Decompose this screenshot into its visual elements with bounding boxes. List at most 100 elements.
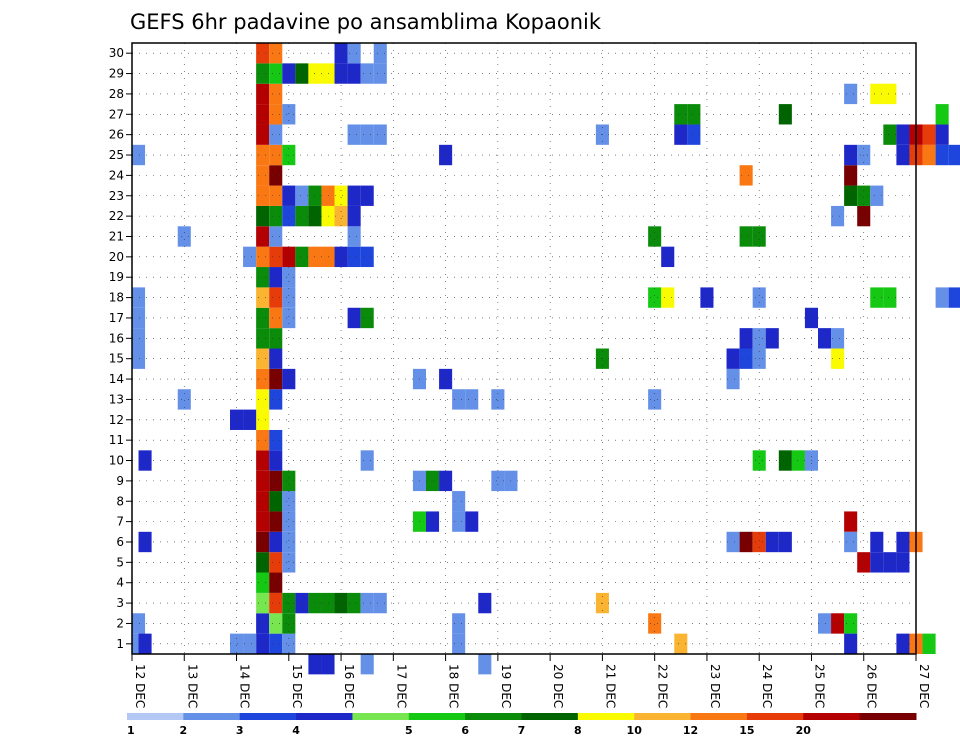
heatmap-cell xyxy=(256,511,270,532)
heatmap-cell xyxy=(295,205,309,227)
heatmap-cell xyxy=(282,205,296,227)
heatmap-cell xyxy=(256,63,270,84)
heatmap-cell xyxy=(256,328,270,349)
heatmap-cell xyxy=(256,633,270,654)
colorbar-label: 3 xyxy=(236,724,244,737)
heatmap-cell xyxy=(452,389,466,410)
y-tick-label: 22 xyxy=(109,209,124,223)
colorbar-swatch xyxy=(296,713,353,720)
heatmap-cell xyxy=(373,43,387,64)
heatmap-cell xyxy=(347,246,361,268)
heatmap-cell xyxy=(269,348,283,369)
heatmap-cell xyxy=(752,450,766,471)
heatmap-cell xyxy=(674,124,688,145)
colorbar-label: 5 xyxy=(405,724,413,737)
heatmap-cell xyxy=(269,511,283,532)
y-tick-label: 27 xyxy=(109,107,124,121)
heatmap-cell xyxy=(269,613,283,634)
colorbar-label: 10 xyxy=(627,724,643,737)
x-tick-label: 20 DEC xyxy=(551,664,565,708)
heatmap-cell xyxy=(177,389,191,410)
heatmap-cell xyxy=(844,633,858,654)
colorbar-label: 1 xyxy=(127,724,135,737)
heatmap-cell xyxy=(269,450,283,471)
heatmap-cell xyxy=(883,124,897,145)
y-tick-label: 3 xyxy=(116,596,124,610)
heatmap-cell xyxy=(256,491,270,512)
heatmap-cell xyxy=(491,470,505,492)
heatmap-cell xyxy=(739,348,753,369)
y-tick-label: 30 xyxy=(109,46,124,60)
heatmap-cell xyxy=(230,633,244,654)
heatmap-cell xyxy=(269,246,283,268)
heatmap-cell xyxy=(256,185,270,206)
heatmap-cell xyxy=(935,124,949,145)
heatmap-cell xyxy=(478,592,492,614)
y-tick-label: 11 xyxy=(109,433,124,447)
y-tick-label: 24 xyxy=(109,168,124,182)
y-tick-label: 7 xyxy=(116,515,124,529)
heatmap-cell xyxy=(883,83,897,105)
heatmap-cell xyxy=(360,654,374,675)
heatmap-cell xyxy=(269,368,283,390)
heatmap-cell xyxy=(256,287,270,308)
heatmap-cell xyxy=(948,144,960,166)
heatmap-cell xyxy=(269,307,283,329)
heatmap-cell xyxy=(857,552,871,573)
heatmap-cell xyxy=(269,104,283,125)
colorbar-swatch xyxy=(521,713,579,720)
heatmap-cell xyxy=(269,226,283,247)
colorbar-swatch xyxy=(690,713,748,720)
heatmap-cell xyxy=(739,328,753,349)
heatmap-cell xyxy=(452,613,466,634)
heatmap-cell xyxy=(426,511,440,532)
heatmap-cell xyxy=(269,267,283,288)
heatmap-cell xyxy=(831,328,845,349)
heatmap-cell xyxy=(687,124,701,145)
heatmap-cell xyxy=(870,83,884,105)
heatmap-cell xyxy=(256,552,270,573)
heatmap-cell xyxy=(844,165,858,186)
heatmap-cell xyxy=(269,83,283,105)
y-tick-label: 15 xyxy=(109,352,124,366)
heatmap-cell xyxy=(726,348,740,369)
y-axis-ticks: 1234567891011121314151617181920212223242… xyxy=(109,46,132,651)
heatmap-cell xyxy=(256,124,270,145)
heatmap-cell xyxy=(321,654,335,675)
heatmap-cell xyxy=(282,531,296,553)
y-tick-label: 10 xyxy=(109,454,124,468)
y-tick-label: 13 xyxy=(109,392,124,406)
y-tick-label: 17 xyxy=(109,311,124,325)
heatmap-cell xyxy=(674,104,688,125)
colorbar-swatch xyxy=(183,713,241,720)
heatmap-cell xyxy=(465,389,479,410)
y-tick-label: 5 xyxy=(116,555,124,569)
heatmap-cell xyxy=(948,287,960,308)
heatmap-cell xyxy=(661,246,675,268)
heatmap-cell xyxy=(831,205,845,227)
heatmap-cell xyxy=(360,63,374,84)
heatmap-cell xyxy=(177,226,191,247)
colorbar-label: 8 xyxy=(574,724,582,737)
heatmap-cell xyxy=(269,328,283,349)
heatmap-cell xyxy=(282,491,296,512)
dotted-grid xyxy=(132,43,916,654)
heatmap-cell xyxy=(752,226,766,247)
x-tick-label: 16 DEC xyxy=(342,664,356,708)
colorbar-label: 4 xyxy=(292,724,300,737)
heatmap-cell xyxy=(844,613,858,634)
x-tick-label: 19 DEC xyxy=(499,664,513,708)
x-tick-label: 14 DEC xyxy=(238,664,252,708)
heatmap-cell xyxy=(347,185,361,206)
heatmap-cell xyxy=(347,307,361,329)
heatmap-cell xyxy=(922,144,936,166)
heatmap-cell xyxy=(818,613,832,634)
heatmap-cell xyxy=(256,205,270,227)
heatmap-cell xyxy=(883,287,897,308)
colorbar-swatch xyxy=(634,713,692,720)
colorbar-label: 2 xyxy=(180,724,188,737)
heatmap-cell xyxy=(360,307,374,329)
heatmap-cell xyxy=(256,531,270,553)
colorbar-swatch xyxy=(408,713,466,720)
heatmap-cell xyxy=(132,348,146,369)
